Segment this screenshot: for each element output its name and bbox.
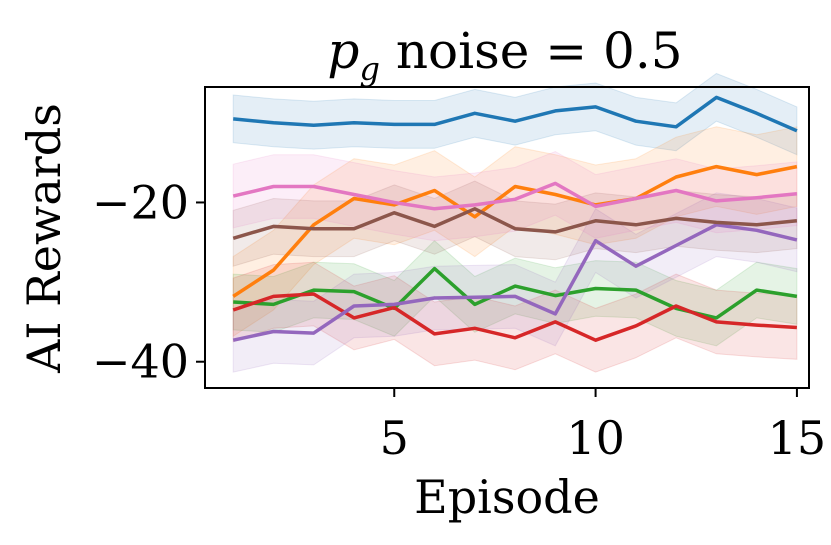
band-purple (232, 192, 798, 373)
band-orange (232, 126, 798, 338)
y-axis-label: AI Rewards (17, 103, 71, 374)
series-line-orange (232, 164, 798, 298)
y-tick-label: −40 (92, 335, 189, 389)
x-axis-label: Episode (414, 470, 600, 524)
plot-area-frame (204, 86, 810, 389)
series-lines (232, 95, 798, 342)
confidence-bands (232, 72, 798, 373)
band-green (232, 240, 798, 347)
series-line-pink (232, 181, 798, 211)
series-line-red (232, 292, 798, 342)
band-red (232, 261, 798, 373)
series-line-brown (232, 207, 798, 240)
title-symbol: p (327, 22, 359, 80)
title-rest: noise = 0.5 (380, 22, 683, 80)
x-tick-label: 5 (380, 411, 409, 465)
x-tick-label: 10 (566, 411, 625, 465)
x-tick-label: 15 (768, 411, 827, 465)
axis-ticks: 5 10 15 −20 −40 (92, 175, 826, 465)
band-blue (232, 72, 798, 156)
chart-title: pg noise = 0.5 (327, 22, 682, 88)
series-line-purple (232, 223, 798, 342)
y-tick-label: −20 (92, 175, 189, 229)
band-pink (232, 150, 798, 242)
series-line-blue (233, 95, 798, 133)
title-subscript: g (359, 50, 379, 88)
